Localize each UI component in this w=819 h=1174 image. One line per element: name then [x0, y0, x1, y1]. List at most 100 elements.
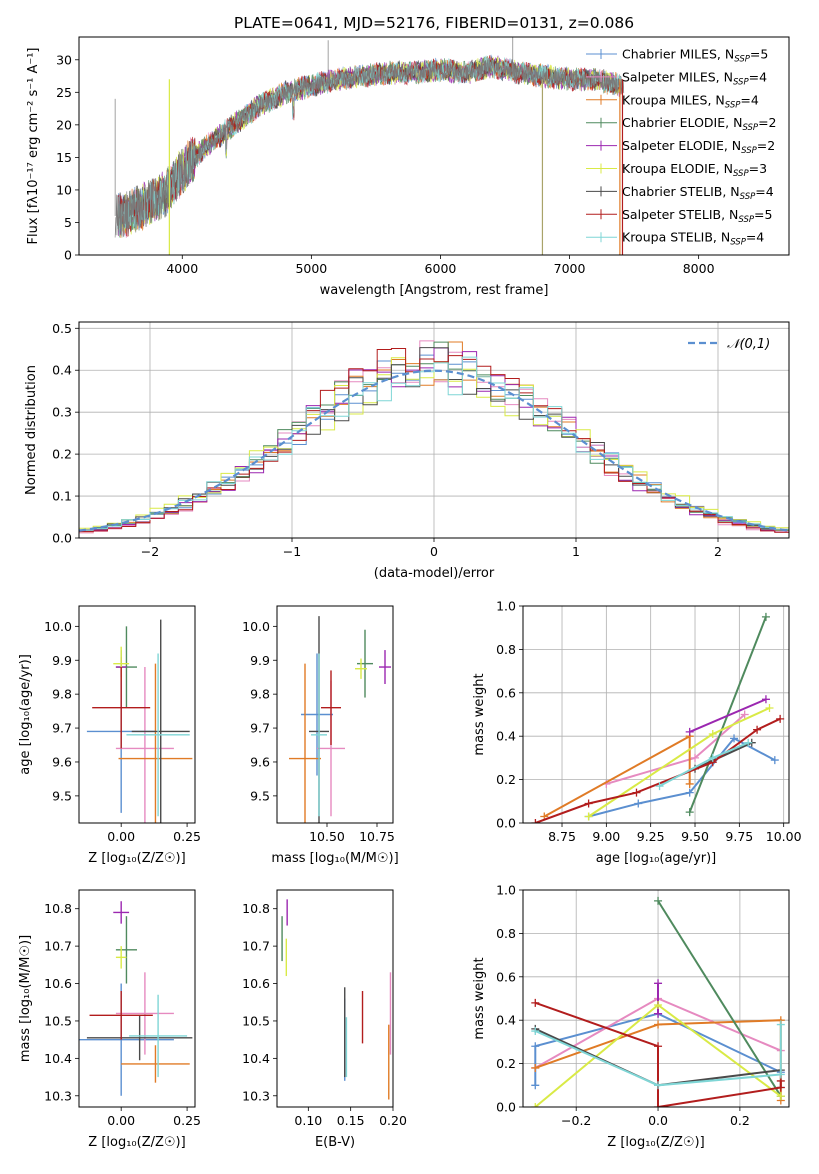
- mass_weight_vs_age-frame: [522, 605, 790, 824]
- mass_weight_vs_age-xlabel: age [log₁₀(age/yr)]: [596, 851, 717, 866]
- weight-point: [654, 1009, 663, 1018]
- spectrum-ytick-label: 5: [64, 215, 72, 230]
- mass_weight_vs_z-ytick-label: 0.0: [496, 1100, 516, 1115]
- mass_weight_vs_z-ytick-label: 0.8: [496, 926, 516, 941]
- age_vs_mass-xtick-label: 10.75: [359, 829, 395, 844]
- spectrum-xtick-label: 4000: [166, 261, 198, 276]
- age_vs_mass-ytick-label: 9.7: [250, 721, 270, 736]
- weight-point: [632, 788, 641, 797]
- weight-point: [776, 1070, 785, 1079]
- weight-point: [531, 1063, 540, 1072]
- spectrum-legend: Chabrier MILES, NSSP=5 Salpeter MILES, NS…: [586, 47, 777, 248]
- age_vs_mass-ytick-label: 9.8: [250, 687, 270, 702]
- weight-point: [691, 753, 700, 762]
- mass_vs_ebv-ytick-label: 10.7: [242, 939, 270, 954]
- mass_weight_vs_age-ytick-label: 0.2: [496, 772, 516, 787]
- legend-value: =2: [758, 115, 776, 130]
- spectrum-panel: 4000 5000 6000 7000 8000 0 5 10 15 20 25 30 waveleng…: [26, 36, 790, 298]
- age_vs_z-ytick-label: 9.9: [52, 653, 72, 668]
- age_vs_z-xtick-label: 0.25: [173, 829, 201, 844]
- weight-point: [730, 734, 739, 743]
- normal-reference-curve: [79, 369, 789, 532]
- age_vs_z-background: [79, 606, 195, 823]
- spectrum-ytick-label: 10: [56, 182, 72, 197]
- histogram-kroupa-stelib: [79, 356, 789, 531]
- spectrum-axes: 4000 5000 6000 7000 8000 0 5 10 15 20 25 30 waveleng…: [26, 36, 790, 298]
- mass_vs_z-panel: 0.00 0.25 10.3 10.4 10.5 10.6 10.7 10.8 Z [log₁₀…: [18, 889, 201, 1150]
- weight-point: [531, 1081, 540, 1090]
- weight-point: [654, 1103, 663, 1107]
- mass_weight_vs_age-xtick-label: 9.75: [725, 829, 753, 844]
- weight-point: [753, 725, 762, 734]
- age_vs_mass-panel: 10.50 10.75 9.5 9.6 9.7 9.8 9.9 10.0 mass [log₁₀…: [242, 605, 399, 866]
- mass_vs_ebv-xtick-label: 0.20: [379, 1113, 407, 1128]
- age_vs_mass-background: [277, 606, 393, 823]
- spectrum-ytick-label: 20: [56, 117, 72, 132]
- mass_weight_vs_age-background: [523, 606, 789, 823]
- weight-point: [776, 714, 785, 723]
- mass_weight_vs_z-xtick-label: −0.2: [561, 1113, 591, 1128]
- age_vs_z-xlabel: Z [log₁₀(Z/Z☉)]: [88, 851, 185, 866]
- mass_weight_vs_age-ytick-label: 0.8: [496, 642, 516, 657]
- mass_vs_z-ytick-label: 10.4: [44, 1051, 72, 1066]
- legend-value: =5: [754, 207, 772, 222]
- mass_vs_ebv-ytick-label: 10.5: [242, 1013, 270, 1028]
- mass_vs_ebv-ytick-label: 10.8: [242, 901, 270, 916]
- mass_vs_z-ytick-label: 10.5: [44, 1013, 72, 1028]
- mass_vs_ebv-background: [277, 890, 393, 1107]
- weight-point: [765, 703, 774, 712]
- age_vs_z-ytick-label: 10.0: [44, 619, 72, 634]
- legend-subscript: SSP: [738, 215, 754, 225]
- legend-value: =4: [749, 69, 767, 84]
- mass_weight_vs_age-xtick-label: 9.50: [681, 829, 709, 844]
- residuals-ytick-label: 0.5: [52, 321, 72, 336]
- weight-point: [685, 788, 694, 797]
- spectrum-xtick-label: 7000: [554, 261, 586, 276]
- weight-point: [708, 753, 717, 762]
- mass_weight_vs_age-ytick-label: 0.6: [496, 685, 516, 700]
- mass_weight_vs_z-xtick-label: 0.2: [730, 1113, 750, 1128]
- spectrum-ytick-label: 15: [56, 150, 72, 165]
- mass_vs_z-frame: [78, 889, 196, 1108]
- legend-entry: Salpeter MILES, NSSP=4: [622, 69, 767, 87]
- legend-subscript: SSP: [725, 100, 741, 110]
- legend-value: =5: [750, 47, 768, 62]
- mass_vs_z-xtick-label: 0.00: [107, 1113, 135, 1128]
- legend-value: =2: [757, 138, 775, 153]
- mass_vs_z-xtick-label: 0.25: [173, 1113, 201, 1128]
- mass_vs_z-ytick-label: 10.3: [44, 1088, 72, 1103]
- legend-value: =4: [740, 92, 758, 107]
- legend-subscript: SSP: [741, 146, 757, 156]
- mass_vs_z-ytick-label: 10.7: [44, 939, 72, 954]
- age_vs_mass-xlabel: mass [log₁₀(M/M☉)]: [271, 851, 398, 866]
- legend-subscript: SSP: [730, 238, 746, 248]
- spectrum-ylabel: Flux [fλ10⁻¹⁷ erg cm⁻² s⁻¹ A⁻¹]: [26, 48, 41, 245]
- mass_vs_z-background: [79, 890, 195, 1107]
- residuals-xtick-label: 2: [714, 544, 722, 559]
- age_vs_mass-frame: [276, 605, 394, 824]
- age_vs_mass-xtick-label: 10.50: [309, 829, 345, 844]
- mass_weight_vs_age-xtick-label: 9.00: [592, 829, 620, 844]
- weight-point: [584, 799, 593, 808]
- legend-subscript: SSP: [733, 169, 749, 179]
- mass_vs_z-plot-area: [79, 901, 193, 1096]
- mass_weight_vs_age-ytick-label: 1.0: [496, 599, 516, 614]
- age_vs_mass-axes: 10.50 10.75 9.5 9.6 9.7 9.8 9.9 10.0 mass [log₁₀…: [242, 605, 399, 866]
- mass_weight_vs_age-plot-area: [531, 612, 785, 823]
- weight-point: [776, 1092, 785, 1101]
- legend-value: =4: [755, 184, 773, 199]
- weight-point: [770, 756, 779, 765]
- weight-point: [531, 819, 540, 823]
- legend-subscript: SSP: [742, 123, 758, 133]
- residuals-axes: −2 −1 0 1 2 0.0 0.1 0.2 0.3 0.4 0.5 (data-model)/er…: [24, 321, 790, 581]
- spectrum-xtick-label: 5000: [295, 261, 327, 276]
- weight-point: [584, 812, 593, 821]
- mass_weight_vs_age-ylabel: mass weight: [472, 673, 487, 755]
- mass_vs_ebv-plot-area: [281, 899, 392, 1100]
- mass_weight_vs_age-axes: 8.75 9.00 9.25 9.50 9.75 10.00 0.0 0.2 0.4 0.6 0.8…: [472, 599, 802, 867]
- legend-entry: Salpeter ELODIE, NSSP=2: [622, 138, 775, 156]
- mass_weight_vs_z-xtick-label: 0.0: [648, 1113, 668, 1128]
- mass_weight_vs_z-axes: −0.2 0.0 0.2 0.0 0.2 0.4 0.6 0.8 1.0 Z [log₁₀(Z/Z…: [472, 883, 790, 1150]
- residuals-xtick-label: −1: [283, 544, 301, 559]
- residuals-xlabel: (data-model)/error: [374, 566, 495, 581]
